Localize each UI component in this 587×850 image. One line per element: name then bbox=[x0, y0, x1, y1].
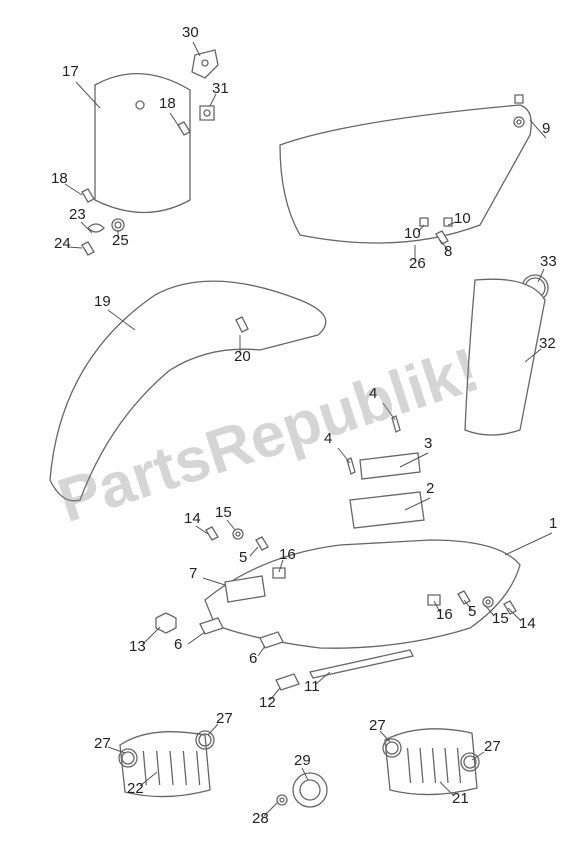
leader-c6a bbox=[188, 632, 205, 644]
washer-15a-hole bbox=[236, 532, 240, 536]
callout-c4b: 4 bbox=[324, 430, 332, 447]
callout-c16b: 16 bbox=[436, 606, 453, 623]
callout-c7: 7 bbox=[189, 565, 197, 582]
long-bolt-11 bbox=[310, 650, 413, 678]
callout-c19: 19 bbox=[94, 293, 111, 310]
callout-c20: 20 bbox=[234, 348, 251, 365]
callout-c27a: 27 bbox=[94, 735, 111, 752]
bolt-18b bbox=[82, 189, 94, 202]
washer-15a-hole bbox=[233, 529, 243, 539]
screw-4a bbox=[392, 416, 400, 432]
callout-c6a: 6 bbox=[174, 636, 182, 653]
callout-c24: 24 bbox=[54, 235, 71, 252]
callout-c26: 26 bbox=[409, 255, 426, 272]
airbox-lid-2 bbox=[350, 492, 424, 528]
seal-29-hole bbox=[300, 780, 320, 800]
nut-13 bbox=[156, 613, 176, 633]
leader-c4b bbox=[338, 448, 350, 463]
seat-screw-9a bbox=[515, 95, 523, 103]
mudflap-32 bbox=[465, 279, 545, 435]
spacer-6a bbox=[200, 618, 223, 634]
washer-25-hole bbox=[112, 219, 124, 231]
bolt-5a bbox=[256, 537, 268, 550]
callout-c8: 8 bbox=[444, 243, 452, 260]
clip-16a bbox=[273, 568, 285, 578]
leader-c15a bbox=[227, 520, 235, 530]
diagram-container: PartsRepublik! 1234455667891010111213141… bbox=[0, 0, 587, 850]
callout-c27c: 27 bbox=[369, 717, 386, 734]
spacer-12 bbox=[276, 674, 299, 690]
callout-c18a: 18 bbox=[159, 95, 176, 112]
filter-3 bbox=[360, 453, 420, 479]
callout-c33: 33 bbox=[540, 253, 557, 270]
leader-c5a bbox=[250, 547, 258, 556]
seat-26 bbox=[280, 105, 531, 243]
callout-c21: 21 bbox=[452, 790, 469, 807]
callout-c16a: 16 bbox=[279, 546, 296, 563]
callout-c29: 29 bbox=[294, 752, 311, 769]
seal-29-hole bbox=[293, 773, 327, 807]
callout-c27b: 27 bbox=[216, 710, 233, 727]
callout-c27d: 27 bbox=[484, 738, 501, 755]
callout-c15b: 15 bbox=[492, 610, 509, 627]
callout-c12: 12 bbox=[259, 694, 276, 711]
callout-c22: 22 bbox=[127, 780, 144, 797]
leader-c6b bbox=[258, 646, 265, 656]
callout-c14b: 14 bbox=[519, 615, 536, 632]
callout-c9: 9 bbox=[542, 120, 550, 137]
boot-21 bbox=[385, 729, 477, 795]
front-fender-19 bbox=[50, 281, 326, 501]
leader-c30 bbox=[193, 42, 200, 56]
callout-c5b: 5 bbox=[468, 603, 476, 620]
parts-svg bbox=[0, 0, 587, 850]
callout-c3: 3 bbox=[424, 435, 432, 452]
callout-c18b: 18 bbox=[51, 170, 68, 187]
washer-28-hole bbox=[280, 798, 284, 802]
washer-28-hole bbox=[277, 795, 287, 805]
callout-c11: 11 bbox=[304, 678, 320, 695]
callout-c25: 25 bbox=[112, 232, 129, 249]
callout-c13: 13 bbox=[129, 638, 146, 655]
leader-c1 bbox=[505, 533, 552, 555]
callout-c5a: 5 bbox=[239, 549, 247, 566]
callout-c23: 23 bbox=[69, 206, 86, 223]
callout-c1: 1 bbox=[549, 515, 557, 532]
callout-c14a: 14 bbox=[184, 510, 201, 527]
callout-c4a: 4 bbox=[369, 385, 377, 402]
callout-c28: 28 bbox=[252, 810, 269, 827]
callout-c6b: 6 bbox=[249, 650, 257, 667]
leader-c7 bbox=[203, 578, 225, 585]
nut-10a bbox=[420, 218, 428, 226]
callout-c2: 2 bbox=[426, 480, 434, 497]
callout-c30: 30 bbox=[182, 24, 199, 41]
start-plate bbox=[95, 74, 190, 213]
callout-c17: 17 bbox=[62, 63, 79, 80]
square-nut-31 bbox=[200, 106, 214, 120]
callout-c32: 32 bbox=[539, 335, 556, 352]
callout-c10b: 10 bbox=[454, 210, 471, 227]
callout-c31: 31 bbox=[212, 80, 229, 97]
bolt-24 bbox=[82, 242, 94, 255]
bracket-30 bbox=[192, 50, 218, 78]
washer-25-hole bbox=[115, 222, 121, 228]
clip-16b bbox=[428, 595, 440, 605]
callout-c10a: 10 bbox=[404, 225, 421, 242]
leader-c4a bbox=[383, 403, 395, 420]
callout-c15a: 15 bbox=[215, 504, 232, 521]
